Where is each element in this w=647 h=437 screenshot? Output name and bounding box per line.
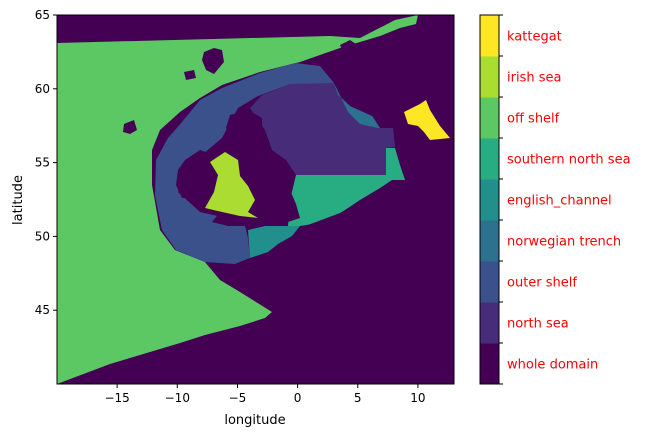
colorbar-swatch bbox=[480, 220, 499, 262]
region-english-channel bbox=[248, 226, 300, 258]
colorbar-swatch bbox=[480, 138, 499, 180]
landmass-great-britain bbox=[212, 110, 300, 226]
region-off-shelf bbox=[57, 15, 418, 384]
colorbar-label: north sea bbox=[507, 317, 569, 332]
x-axis-label: longitude bbox=[224, 413, 285, 428]
region-kattegat bbox=[404, 100, 450, 140]
region-irish-sea bbox=[205, 152, 258, 218]
colorbar-swatch bbox=[480, 179, 499, 221]
y-tick-label: 50 bbox=[35, 229, 50, 243]
colorbar-label: southern north sea bbox=[507, 153, 631, 168]
colorbar-label: whole domain bbox=[507, 358, 598, 373]
colorbar-label: kattegat bbox=[507, 30, 562, 45]
region-north-sea bbox=[250, 83, 395, 175]
y-axis-label: latitude bbox=[11, 175, 26, 225]
x-tick-label: −15 bbox=[104, 391, 129, 405]
colorbar-swatch bbox=[480, 97, 499, 139]
x-tick-label: 10 bbox=[410, 391, 425, 405]
colorbar-label: english_channel bbox=[507, 194, 612, 209]
map-frame bbox=[56, 14, 455, 385]
region-outer-shelf bbox=[155, 63, 334, 264]
x-tick-label: −10 bbox=[165, 391, 190, 405]
colorbar-label: outer shelf bbox=[507, 276, 577, 291]
region-southern-north-sea bbox=[288, 148, 405, 226]
colorbar-swatch bbox=[480, 56, 499, 98]
landmass-ireland bbox=[176, 150, 218, 198]
y-axis-ticks: 45 50 55 60 65 bbox=[35, 8, 57, 317]
colorbar-label: off shelf bbox=[507, 112, 560, 127]
colorbar-frame bbox=[479, 14, 500, 385]
colorbar-swatch bbox=[480, 343, 499, 385]
landmass-rockall bbox=[123, 120, 137, 134]
colorbar-label: irish sea bbox=[507, 71, 561, 86]
y-tick-label: 60 bbox=[35, 82, 50, 96]
colorbar-label: norwegian trench bbox=[507, 235, 621, 250]
colorbar bbox=[480, 14, 503, 385]
landmass-iceland-fragment bbox=[340, 40, 356, 54]
landmass-faroe-islands bbox=[202, 48, 224, 74]
x-axis-ticks: −15 −10 −5 0 5 10 bbox=[104, 384, 426, 405]
landmass-small-island bbox=[184, 70, 196, 80]
x-tick-label: 5 bbox=[354, 391, 362, 405]
colorbar-swatch bbox=[480, 261, 499, 303]
x-tick-label: −5 bbox=[229, 391, 247, 405]
map-plot bbox=[56, 14, 455, 385]
y-tick-label: 45 bbox=[35, 303, 50, 317]
y-tick-label: 65 bbox=[35, 8, 50, 22]
colorbar-swatch bbox=[480, 302, 499, 344]
x-tick-label: 0 bbox=[294, 391, 302, 405]
y-tick-label: 55 bbox=[35, 156, 50, 170]
landmass-europe bbox=[246, 185, 454, 384]
colorbar-labels: whole domain north sea outer shelf norwegia… bbox=[507, 30, 631, 373]
colorbar-swatch bbox=[480, 15, 499, 57]
